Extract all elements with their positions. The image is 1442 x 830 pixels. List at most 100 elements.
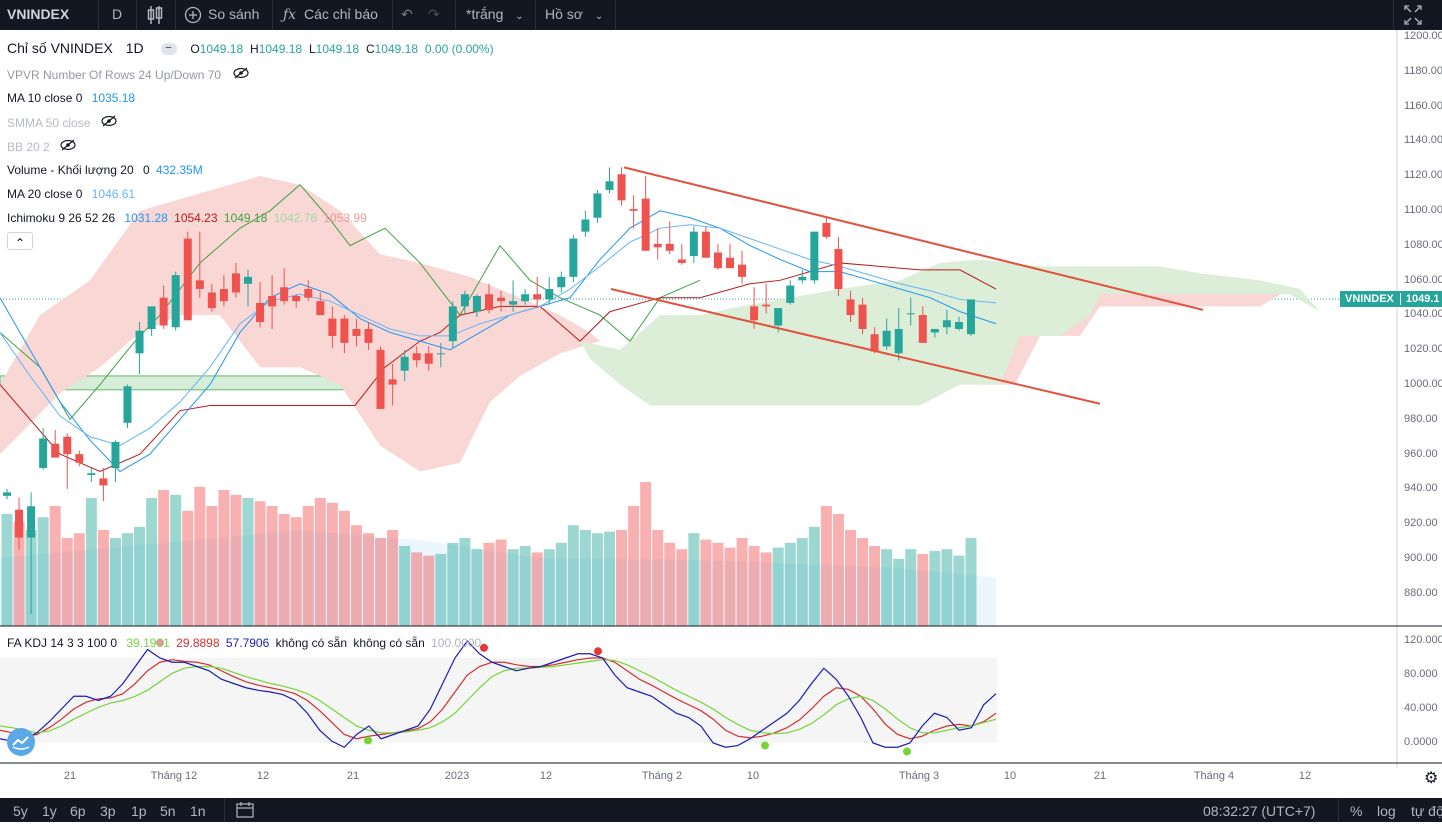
candle-body (51, 443, 60, 458)
candle-body (364, 328, 373, 343)
range-button-6p[interactable]: 6p (70, 803, 86, 819)
range-button-5y[interactable]: 5y (13, 803, 28, 819)
compare-label: So sánh (208, 6, 260, 22)
plus-circle-icon (184, 6, 202, 24)
toolbar-divider (1393, 0, 1394, 30)
legend-o-label: O (190, 42, 200, 56)
fullscreen-button[interactable] (1403, 0, 1423, 30)
logo-button[interactable] (7, 728, 35, 756)
volume-bar (688, 533, 700, 626)
kdj-k-line (0, 640, 997, 748)
range-button-1p[interactable]: 1p (131, 803, 147, 819)
chevron-up-icon: ⌃ (14, 236, 26, 250)
undo-button[interactable]: ↶ (401, 0, 413, 30)
candle-body (605, 181, 614, 190)
legend-o-value: 1049.18 (199, 42, 244, 56)
range-button-1n[interactable]: 1n (190, 803, 206, 819)
goto-date-button[interactable] (235, 798, 255, 822)
candle-body (207, 292, 216, 309)
top-toolbar: VNINDEX D So sánh ƒx Các chỉ báo ↶ ↷ *tr… (0, 0, 1442, 30)
volume-legend[interactable]: Volume - Khối lượng 20 0 432.35M (7, 163, 206, 177)
theme-dropdown[interactable]: *trắng ⌄ (466, 0, 524, 30)
redo-button[interactable]: ↷ (428, 0, 440, 30)
chevron-down-icon: ⌄ (515, 11, 524, 22)
percent-toggle[interactable]: % (1350, 803, 1363, 819)
candle-body (629, 209, 638, 211)
trendline-upper (623, 166, 1204, 311)
candle-body (665, 243, 674, 251)
price-tick-label: 1160.00 (1404, 99, 1442, 112)
kdj-na-2: không có sẵn (353, 636, 425, 650)
candle-body (509, 301, 518, 305)
symbol-search[interactable]: VNINDEX (7, 6, 70, 22)
eye-hidden-icon[interactable] (101, 115, 117, 130)
time-tick-label: Tháng 3 (898, 770, 940, 782)
ma10-label: MA 10 close 0 (7, 91, 83, 105)
bottom-toolbar: 5y 1y 6p 3p 1p 5n 1n 08:32:27 (UTC+7) % log tự… (0, 798, 1442, 822)
candle-body (123, 386, 132, 423)
chart-type-button[interactable] (145, 0, 167, 30)
ma10-legend[interactable]: MA 10 close 0 1035.18 (7, 91, 138, 105)
range-button-3p[interactable]: 3p (100, 803, 116, 819)
volume-bar (724, 547, 736, 626)
smma-legend[interactable]: SMMA 50 close (7, 115, 120, 130)
bb-legend[interactable]: BB 20 2 (7, 139, 79, 154)
volume-bar (736, 538, 748, 626)
legend-interval: 1D (125, 40, 144, 56)
candle-body (822, 222, 831, 237)
time-tick-label: 12 (539, 770, 553, 782)
volume-bar (206, 506, 218, 626)
kdj-legend[interactable]: FA KDJ 14 3 3 100 0 39.1901 29.8898 57.7… (7, 636, 484, 650)
chart-settings-button[interactable]: ⚙ (1424, 768, 1438, 788)
volume-bar (664, 542, 676, 626)
profile-label: Hồ sơ (545, 6, 583, 22)
indicators-button[interactable]: ƒx Các chỉ báo (283, 0, 378, 30)
volume-bar (555, 542, 567, 626)
eye-hidden-icon[interactable] (233, 67, 250, 82)
calendar-icon (236, 802, 254, 818)
kdj-signal-dot (364, 736, 372, 745)
ma20-legend[interactable]: MA 20 close 0 1046.61 (7, 187, 138, 201)
chart-canvas[interactable] (0, 30, 1442, 798)
candle-body (846, 299, 855, 316)
volume-bar (832, 514, 844, 626)
last-price-badge: VNINDEX 1049.1 (1340, 291, 1442, 307)
toolbar-divider (136, 0, 137, 30)
auto-scale-toggle[interactable]: tự độ (1411, 803, 1442, 819)
legend-h-value: 1049.18 (258, 42, 303, 56)
compare-button[interactable]: So sánh (184, 0, 259, 30)
volume-bar (387, 530, 399, 626)
candle-body (930, 328, 939, 333)
volume-bar (567, 525, 579, 626)
ichimoku-value-4: 1042.76 (273, 211, 318, 225)
profile-dropdown[interactable]: Hồ sơ ⌄ (545, 0, 603, 30)
legend-toggle-button[interactable]: – (160, 43, 177, 56)
candle-body (292, 295, 301, 302)
candle-body (569, 238, 578, 277)
volume-bar (435, 554, 447, 626)
candle-body (677, 259, 686, 263)
volume-bar (845, 530, 856, 626)
volume-bar (507, 549, 519, 626)
eye-hidden-icon[interactable] (60, 139, 76, 154)
volume-bar (423, 555, 435, 626)
candle-body (738, 264, 747, 277)
price-tick-label: 1080.00 (1404, 238, 1442, 251)
candle-body (424, 353, 433, 364)
interval-button[interactable]: D (112, 6, 123, 22)
collapse-legend-button[interactable]: ⌃ (7, 232, 33, 250)
time-tick-label: 10 (746, 770, 760, 782)
candle-body (653, 243, 662, 248)
indicators-label: Các chỉ báo (303, 6, 378, 22)
volume-bar (628, 506, 640, 626)
price-tick-label: 980.00 (1404, 412, 1438, 425)
log-toggle[interactable]: log (1377, 803, 1396, 819)
clock-display[interactable]: 08:32:27 (UTC+7) (1203, 803, 1316, 819)
volume-bar (61, 538, 73, 626)
ichimoku-legend[interactable]: Ichimoku 9 26 52 26 1031.28 1054.23 1049… (7, 211, 370, 225)
candle-body (726, 257, 734, 269)
range-button-1y[interactable]: 1y (42, 803, 57, 819)
vpvr-legend[interactable]: VPVR Number Of Rows 24 Up/Down 70 (7, 67, 252, 82)
range-button-5n[interactable]: 5n (160, 803, 176, 819)
volume-bar (965, 538, 977, 626)
